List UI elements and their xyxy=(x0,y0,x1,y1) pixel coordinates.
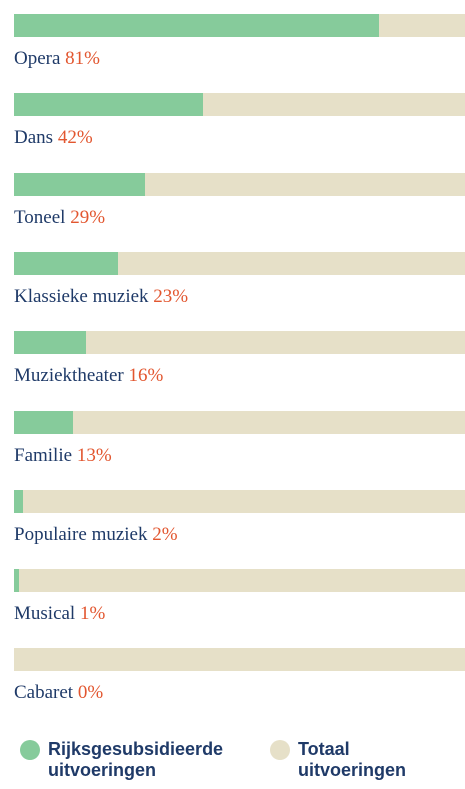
value-label: 42% xyxy=(57,127,93,149)
bar-track xyxy=(14,251,465,275)
bar-label: Klassieke muziek 23% xyxy=(14,286,188,308)
value-label: 1% xyxy=(79,603,106,625)
value-label: 16% xyxy=(128,365,164,387)
category-label: Opera xyxy=(14,48,61,69)
legend-label: Rijksgesubsidieer­de uitvoeringen xyxy=(48,739,224,780)
bar xyxy=(14,172,145,196)
bar xyxy=(14,489,24,513)
bar-label: Populaire muziek 2% xyxy=(14,524,178,546)
category-label: Dans xyxy=(14,127,54,149)
value-label: 81% xyxy=(65,48,100,69)
category-label: Toneel xyxy=(14,206,66,228)
category-label: Cabaret xyxy=(14,682,74,704)
category-label: Familie xyxy=(14,444,73,466)
bar-label: Opera 81% xyxy=(14,48,100,70)
bar-track xyxy=(14,331,465,355)
bar xyxy=(14,251,118,275)
legend-dot xyxy=(20,740,40,760)
category-label: Klassieke muziek xyxy=(14,285,149,307)
value-label: 2% xyxy=(152,523,178,545)
legend-label: Totaal uitvoeringen xyxy=(298,739,407,780)
bar-label: Cabaret 0% xyxy=(14,682,103,704)
value-label: 13% xyxy=(76,444,112,466)
bar-label: Muziektheater 16% xyxy=(14,365,163,387)
bar-track xyxy=(14,410,465,434)
bar xyxy=(14,93,204,117)
bar-label: Musical 1% xyxy=(14,603,105,625)
category-label: Populaire muziek xyxy=(14,523,148,545)
bar-track xyxy=(14,648,465,672)
bar xyxy=(14,569,19,593)
legend-dot xyxy=(270,740,290,760)
bar-label: Familie 13% xyxy=(14,445,112,467)
bar-track xyxy=(14,569,465,593)
bar xyxy=(14,410,73,434)
value-label: 0% xyxy=(77,682,104,704)
bar-label: Toneel 29% xyxy=(14,207,105,229)
bar-track xyxy=(14,489,465,513)
category-label: Musical xyxy=(14,603,76,625)
bar xyxy=(14,14,380,37)
category-label: Muziektheater xyxy=(14,365,124,387)
bar xyxy=(14,331,87,355)
value-label: 29% xyxy=(70,206,106,228)
value-label: 23% xyxy=(153,285,189,307)
bar-label: Dans 42% xyxy=(14,127,93,149)
